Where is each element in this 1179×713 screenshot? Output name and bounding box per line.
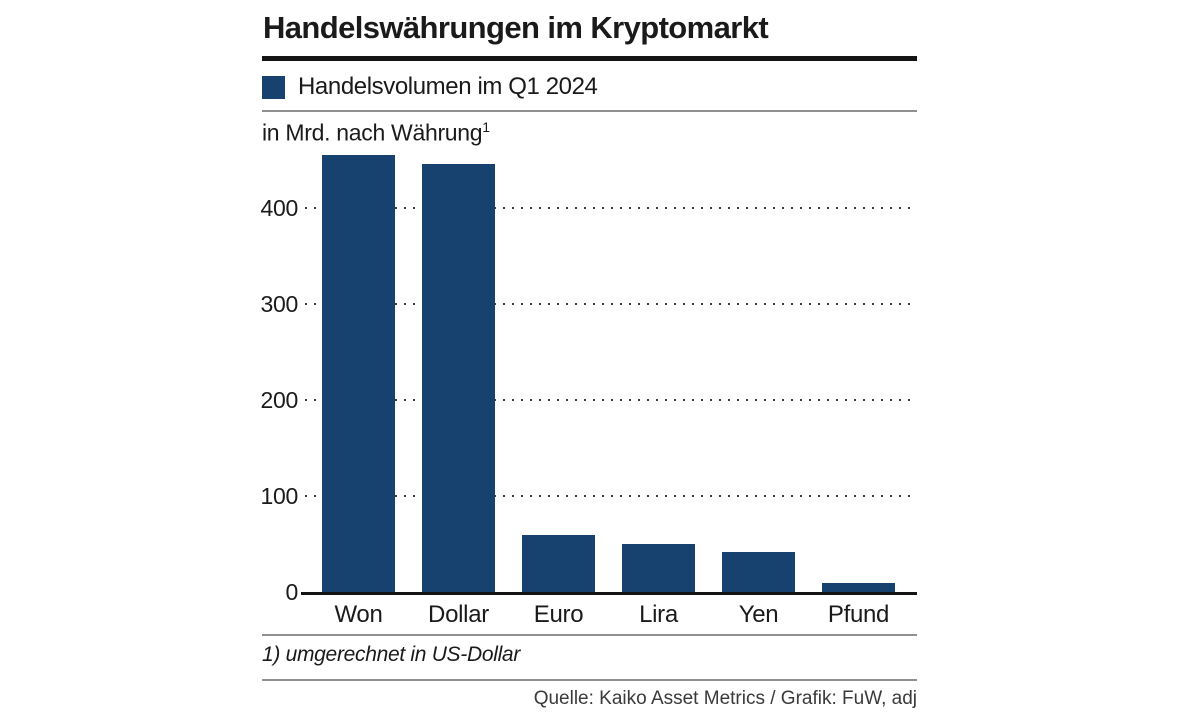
x-tick-label-pfund: Pfund: [827, 601, 890, 628]
bar-lira: [622, 543, 695, 592]
y-axis: 0 100 200 300 400: [261, 150, 299, 605]
bar-dollar: [422, 164, 495, 592]
divider-rule-footnote: [262, 634, 917, 636]
x-tick-label-won: Won: [334, 601, 383, 628]
y-tick-label: 100: [260, 482, 299, 509]
unit-label-text: in Mrd. nach Währung: [262, 119, 483, 146]
x-axis-labels: Won Dollar Euro Lira Yen Pfund: [301, 601, 917, 631]
x-tick-label-yen: Yen: [738, 601, 779, 628]
footnote: 1) umgerechnet in US-Dollar: [262, 643, 521, 666]
plot-area: 0 100 200 300 400: [261, 150, 917, 605]
bar-yen: [722, 551, 795, 592]
gridline: [305, 302, 917, 305]
legend: Handelsvolumen im Q1 2024: [262, 73, 917, 100]
divider-rule-top: [262, 110, 917, 112]
bar-pfund: [822, 583, 895, 592]
gridline: [305, 494, 917, 497]
y-tick-label: 200: [260, 386, 299, 413]
gridline: [305, 398, 917, 401]
y-tick-label: 0: [285, 579, 299, 605]
chart-title: Handelswährungen im Kryptomarkt: [263, 10, 769, 45]
legend-color-swatch: [262, 75, 285, 99]
x-tick-label-dollar: Dollar: [428, 601, 489, 628]
title-rule: [262, 56, 917, 61]
x-axis-line: [301, 592, 917, 595]
x-tick-label-euro: Euro: [533, 601, 584, 628]
legend-label: Handelsvolumen im Q1 2024: [298, 73, 598, 100]
y-tick-label: 300: [260, 290, 299, 317]
bar-euro: [522, 535, 595, 592]
y-tick-label: 400: [260, 194, 299, 221]
gridline: [305, 206, 917, 209]
unit-label: in Mrd. nach Währung1: [262, 119, 490, 147]
plot-box: [301, 150, 917, 595]
divider-rule-source: [262, 679, 917, 681]
footnote-marker: 1: [482, 119, 490, 135]
source-credit: Quelle: Kaiko Asset Metrics / Grafik: Fu…: [533, 688, 917, 709]
bar-won: [322, 154, 395, 592]
x-tick-label-lira: Lira: [639, 601, 678, 628]
